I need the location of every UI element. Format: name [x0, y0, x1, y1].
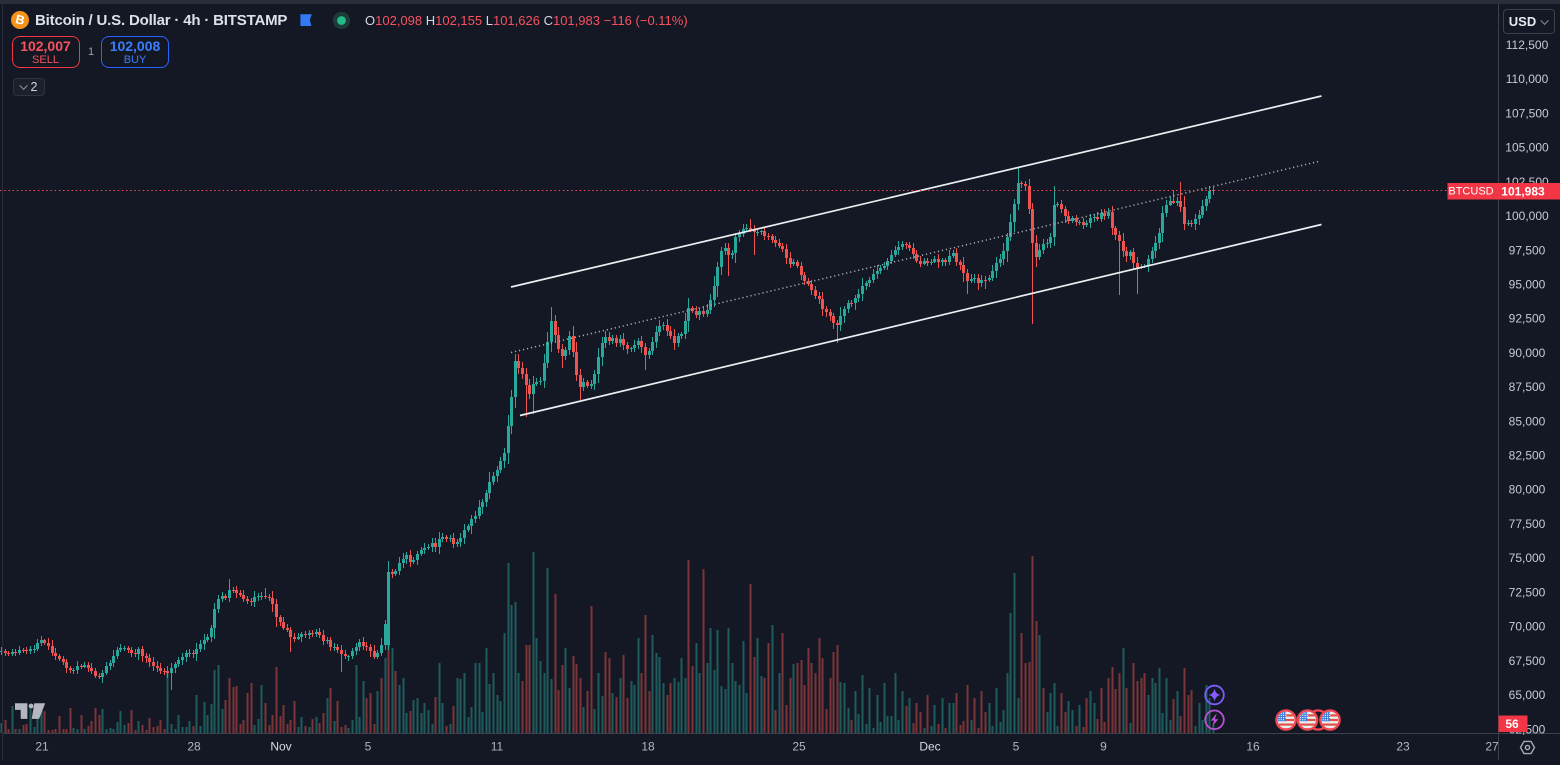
svg-text:67,500: 67,500	[1509, 654, 1546, 668]
svg-text:87,500: 87,500	[1509, 380, 1546, 394]
svg-text:27: 27	[1485, 740, 1499, 754]
svg-text:82,500: 82,500	[1509, 449, 1546, 463]
svg-text:101,983: 101,983	[1501, 185, 1545, 199]
svg-text:28: 28	[187, 740, 201, 754]
svg-text:97,500: 97,500	[1509, 243, 1546, 257]
svg-text:112,500: 112,500	[1506, 38, 1549, 52]
svg-text:11: 11	[491, 740, 504, 754]
svg-text:Dec: Dec	[919, 740, 940, 754]
svg-text:77,500: 77,500	[1509, 517, 1546, 531]
svg-text:85,000: 85,000	[1509, 414, 1546, 428]
svg-text:21: 21	[35, 740, 49, 754]
svg-text:56: 56	[1505, 717, 1519, 731]
svg-text:110,000: 110,000	[1506, 72, 1549, 86]
svg-text:23: 23	[1396, 740, 1410, 754]
svg-text:90,000: 90,000	[1509, 346, 1546, 360]
svg-text:92,500: 92,500	[1509, 312, 1546, 326]
svg-text:107,500: 107,500	[1505, 106, 1549, 120]
svg-text:Nov: Nov	[270, 740, 291, 754]
svg-text:5: 5	[365, 740, 372, 754]
svg-text:80,000: 80,000	[1509, 483, 1546, 497]
svg-text:65,000: 65,000	[1509, 688, 1546, 702]
svg-text:BTCUSD: BTCUSD	[1448, 186, 1493, 198]
svg-text:75,000: 75,000	[1509, 551, 1546, 565]
svg-text:5: 5	[1013, 740, 1020, 754]
svg-text:72,500: 72,500	[1509, 585, 1546, 599]
svg-text:100,000: 100,000	[1505, 209, 1549, 223]
svg-text:16: 16	[1246, 740, 1260, 754]
svg-text:18: 18	[641, 740, 655, 754]
svg-text:105,000: 105,000	[1505, 141, 1549, 155]
svg-text:9: 9	[1100, 740, 1107, 754]
svg-text:95,000: 95,000	[1509, 278, 1546, 292]
svg-text:70,000: 70,000	[1509, 620, 1546, 634]
svg-text:25: 25	[792, 740, 806, 754]
